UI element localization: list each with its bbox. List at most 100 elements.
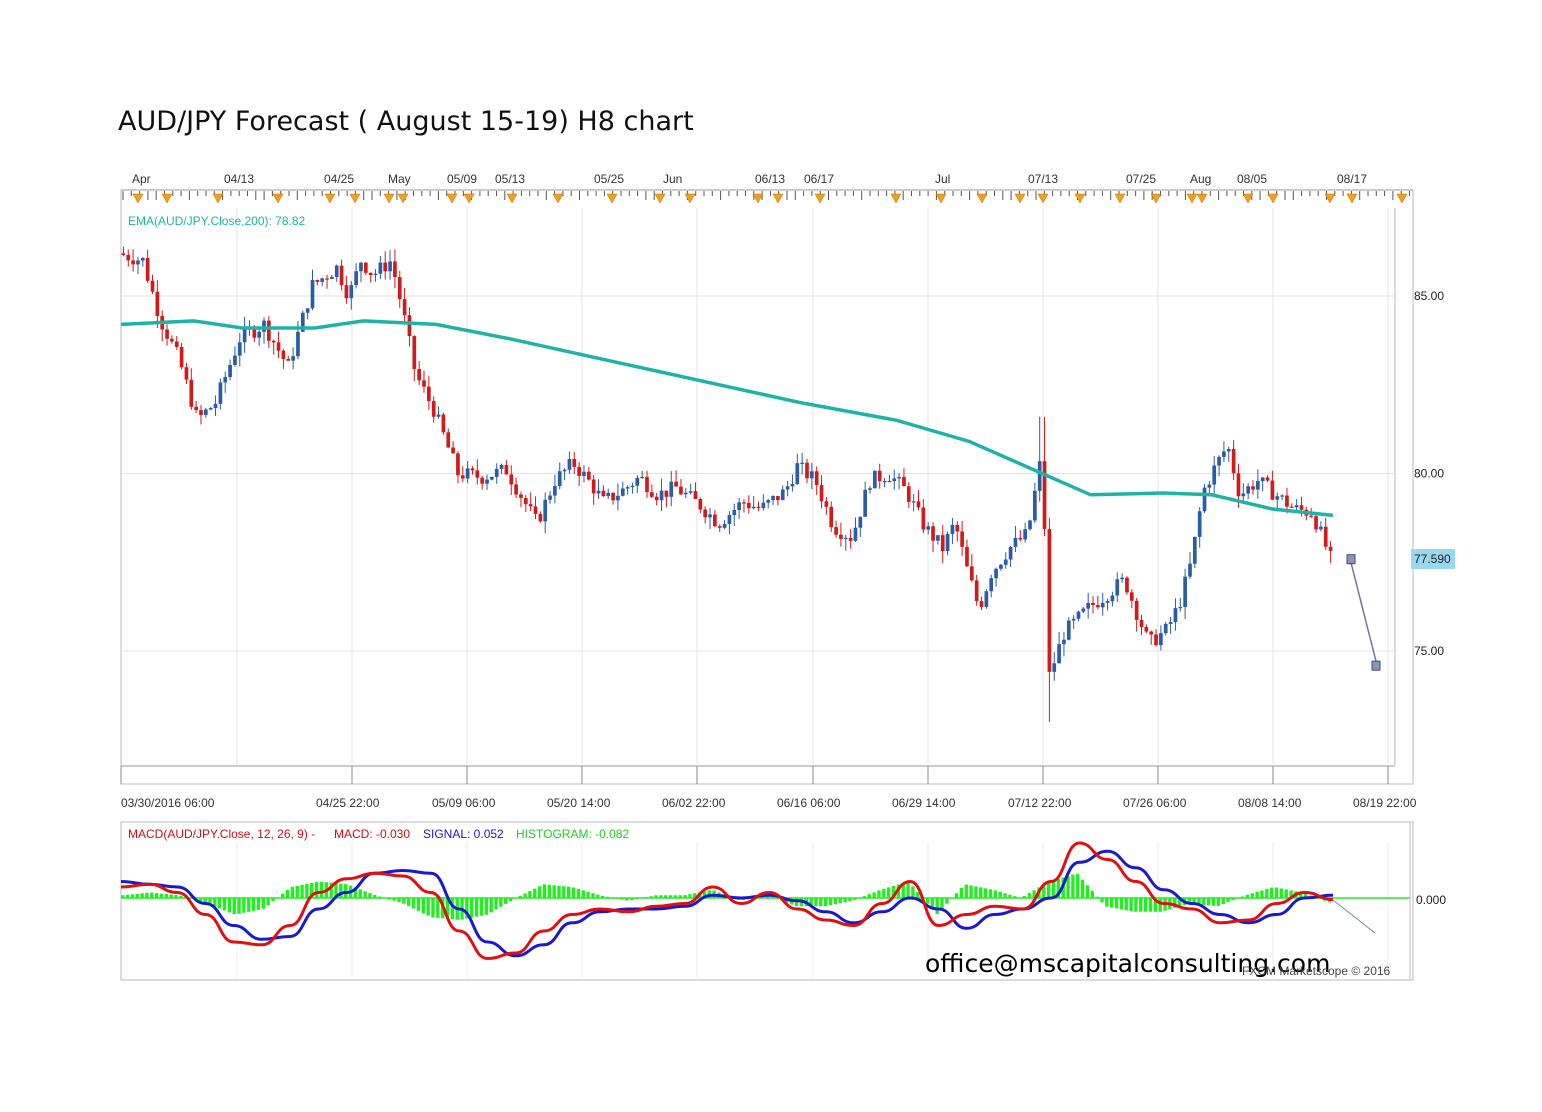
histogram-bar: [954, 893, 959, 898]
histogram-bar: [1299, 892, 1303, 898]
candle-body: [790, 484, 795, 487]
candle-body: [174, 341, 179, 347]
candle: [359, 261, 363, 283]
histogram-bar: [407, 898, 411, 907]
event-marker: [1186, 193, 1198, 204]
candle-body: [330, 276, 334, 280]
candle-body: [1076, 611, 1081, 619]
candle: [582, 465, 586, 483]
candle: [485, 474, 489, 491]
histogram-bar: [1269, 887, 1274, 898]
candle-body: [189, 379, 194, 407]
candle: [1066, 617, 1071, 641]
candle: [645, 470, 649, 498]
candle: [267, 316, 271, 349]
bottom-time-axis: 03/30/2016 06:00 04/25 22:00 05/09 06:00 05…: [120, 766, 1417, 810]
candle-body: [1328, 546, 1333, 551]
candle-body: [1246, 486, 1251, 494]
candle: [1134, 597, 1139, 632]
candle: [553, 474, 557, 504]
candle: [960, 521, 964, 557]
candle: [790, 474, 795, 492]
histogram-bar: [523, 893, 527, 898]
candle-body: [572, 459, 577, 467]
histogram-bar: [334, 883, 338, 898]
histogram-bar: [964, 884, 968, 898]
histogram-bar: [261, 898, 265, 909]
histogram-bar: [411, 898, 416, 909]
candle: [887, 474, 892, 483]
event-marker: [1242, 193, 1254, 204]
candle: [771, 495, 775, 505]
histogram-bar: [213, 898, 217, 907]
histogram-bar: [1202, 898, 1206, 905]
candle: [1197, 507, 1202, 548]
candle: [1217, 455, 1221, 477]
histogram-bar: [450, 898, 455, 920]
candle-body: [1197, 511, 1202, 537]
page-title: AUD/JPY Forecast ( August 15-19) H8 char…: [118, 106, 694, 137]
candle-body: [1163, 623, 1168, 634]
candle-body: [199, 410, 203, 416]
histogram-bar: [567, 886, 571, 898]
candle-body: [383, 262, 388, 272]
candle: [271, 339, 276, 355]
candle: [305, 308, 310, 320]
last-price-tag: [1411, 549, 1455, 570]
candle: [213, 395, 218, 417]
candle: [1154, 629, 1158, 647]
candle-body: [562, 469, 567, 472]
candle-body: [567, 459, 572, 470]
candle: [780, 485, 785, 501]
candle-body: [1265, 477, 1270, 481]
histogram-bar: [1042, 884, 1046, 898]
candle-body: [693, 491, 698, 499]
candle-body: [305, 308, 310, 313]
histogram-bar: [1177, 898, 1182, 907]
candle: [427, 375, 431, 410]
candle-body: [746, 502, 751, 509]
histogram-bar: [659, 895, 663, 898]
candle: [320, 277, 325, 287]
candle-body: [402, 299, 407, 316]
candle-body: [776, 496, 780, 501]
candle: [650, 484, 654, 499]
candle-body: [601, 490, 606, 497]
histogram-bar: [397, 898, 401, 903]
candle-body: [1159, 633, 1163, 646]
histogram-bar: [552, 885, 556, 898]
candle-body: [843, 537, 848, 540]
histogram-bar: [591, 893, 595, 898]
candle: [1120, 573, 1124, 583]
candle-body: [1033, 490, 1037, 521]
candle-body: [519, 494, 523, 498]
candle-body: [785, 486, 790, 490]
candle: [397, 270, 402, 308]
candle: [1319, 521, 1323, 532]
candle-body: [848, 537, 853, 541]
candle: [470, 466, 475, 475]
candle-body: [203, 409, 208, 416]
candle: [591, 474, 596, 505]
bottom-axis-label: 05/20 14:00: [547, 796, 611, 810]
candle: [1062, 631, 1066, 657]
contact-email: office@mscapitalconsulting.com: [925, 949, 1330, 978]
candle: [848, 528, 853, 549]
histogram-bar: [586, 891, 590, 898]
candle-body: [863, 489, 868, 517]
histogram-bar: [392, 898, 396, 901]
candle: [150, 274, 155, 294]
candle: [523, 495, 528, 512]
candle-body: [902, 476, 906, 487]
candle: [630, 482, 635, 494]
candle: [1226, 446, 1231, 462]
candle-body: [819, 485, 824, 502]
candle: [465, 460, 470, 484]
histogram-bar: [479, 898, 484, 916]
candle-body: [1309, 515, 1314, 517]
candle: [228, 359, 232, 381]
histogram-bar: [528, 891, 532, 898]
candle-body: [911, 501, 916, 503]
price-tick-label: 80.00: [1414, 467, 1444, 481]
candle: [1033, 482, 1037, 523]
